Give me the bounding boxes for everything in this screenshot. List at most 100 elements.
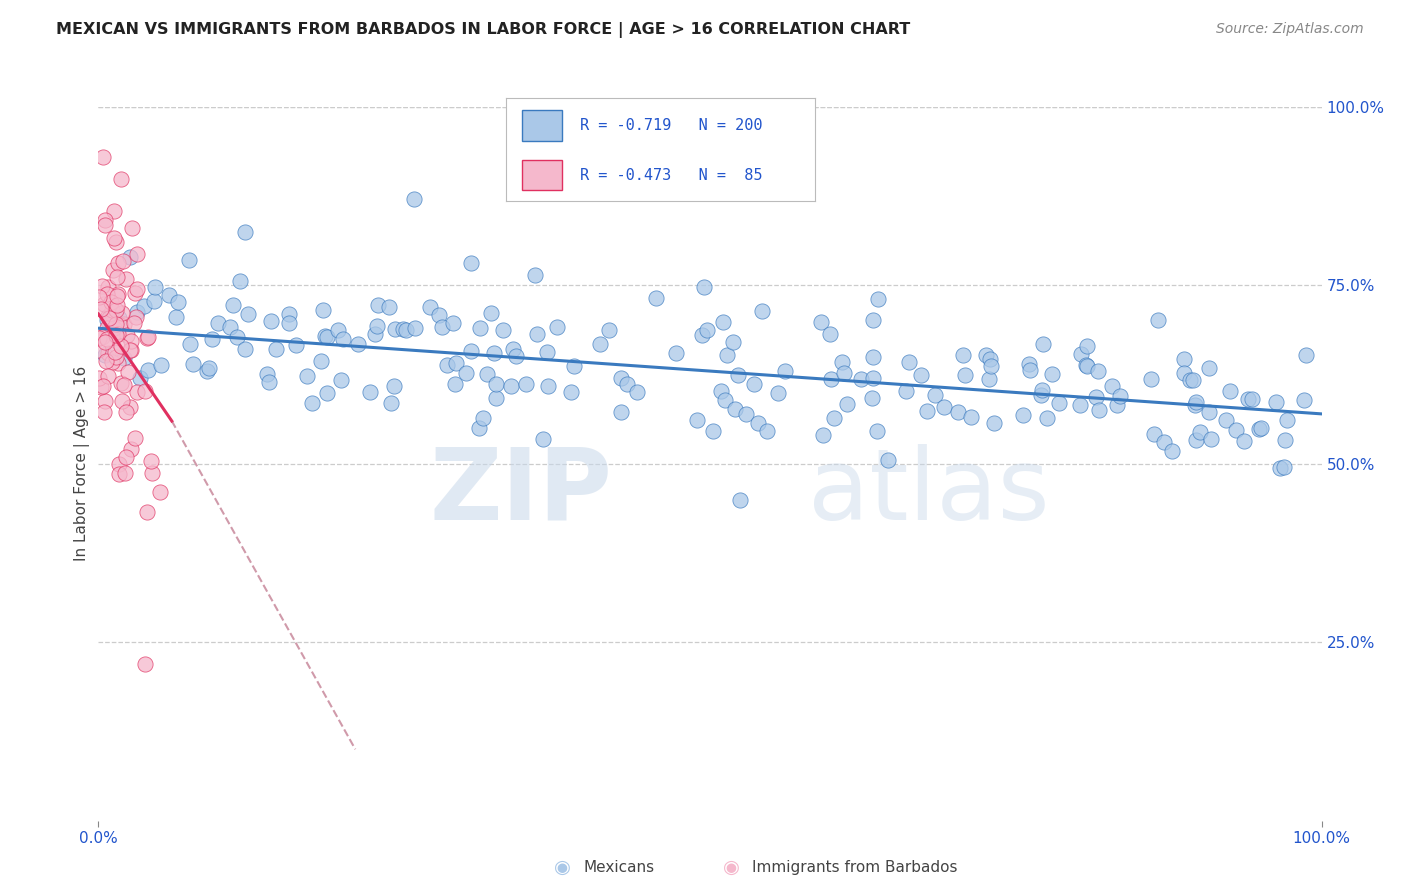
Text: ZIP: ZIP xyxy=(429,444,612,541)
Point xyxy=(89,290,111,304)
Point xyxy=(103,321,125,335)
Point xyxy=(107,356,129,370)
Point xyxy=(139,454,162,468)
Point xyxy=(1140,371,1163,385)
Point xyxy=(1185,395,1208,409)
Point xyxy=(149,484,172,499)
Point xyxy=(103,203,125,218)
Point xyxy=(105,317,128,331)
Point xyxy=(1295,348,1317,362)
Point xyxy=(328,323,350,337)
Text: R = -0.719   N = 200: R = -0.719 N = 200 xyxy=(581,119,763,133)
Point xyxy=(735,407,758,421)
Point xyxy=(1199,432,1222,446)
Point xyxy=(110,172,132,186)
Point xyxy=(132,299,155,313)
Point xyxy=(1040,367,1063,381)
Point xyxy=(1105,398,1128,412)
Point xyxy=(110,339,132,353)
Point xyxy=(301,395,323,409)
FancyBboxPatch shape xyxy=(522,111,562,141)
Point xyxy=(862,350,884,364)
Point xyxy=(560,385,582,400)
Point xyxy=(1088,403,1111,417)
Text: Mexicans: Mexicans xyxy=(583,860,655,874)
Point xyxy=(610,405,633,419)
Point xyxy=(94,218,117,232)
Point xyxy=(91,330,114,344)
Point xyxy=(93,405,115,419)
Point xyxy=(107,311,129,326)
Text: ◉: ◉ xyxy=(723,857,740,877)
Point xyxy=(105,288,128,302)
Point xyxy=(94,348,117,362)
Point xyxy=(104,328,127,343)
Point xyxy=(91,150,114,164)
Point xyxy=(125,305,148,319)
Point xyxy=(537,378,560,392)
Point xyxy=(114,466,136,480)
Point xyxy=(111,305,134,319)
Point xyxy=(122,316,145,330)
Point xyxy=(101,303,124,318)
Point xyxy=(1215,413,1237,427)
Point xyxy=(460,344,482,359)
Point xyxy=(136,505,159,519)
Point xyxy=(1084,390,1107,404)
Point xyxy=(97,311,120,326)
Point xyxy=(367,298,389,312)
Point xyxy=(1019,362,1042,376)
Point xyxy=(1225,423,1247,437)
Point xyxy=(1153,435,1175,450)
Point xyxy=(702,424,724,438)
Point xyxy=(115,272,138,286)
Point xyxy=(111,394,134,409)
Point xyxy=(756,424,779,438)
Point xyxy=(1074,358,1097,372)
Point xyxy=(502,342,524,356)
Point xyxy=(686,412,709,426)
Point xyxy=(96,287,118,301)
Point xyxy=(222,298,245,312)
Point xyxy=(860,391,883,405)
Point xyxy=(501,379,523,393)
Point xyxy=(1275,413,1298,427)
Point xyxy=(714,392,737,407)
Point xyxy=(1188,425,1211,439)
Point xyxy=(419,300,441,314)
Text: Source: ZipAtlas.com: Source: ZipAtlas.com xyxy=(1216,22,1364,37)
Point xyxy=(395,323,418,337)
Point xyxy=(818,326,841,341)
Point xyxy=(404,321,426,335)
Point xyxy=(742,377,765,392)
Point xyxy=(380,396,402,410)
Point xyxy=(347,337,370,351)
Point xyxy=(823,411,845,425)
Point xyxy=(868,292,890,306)
Point xyxy=(692,327,714,342)
Point xyxy=(177,253,200,268)
Point xyxy=(626,384,648,399)
Point xyxy=(1087,364,1109,378)
Point xyxy=(105,298,128,312)
Point xyxy=(747,417,769,431)
Point xyxy=(90,279,112,293)
Point xyxy=(589,336,612,351)
Point xyxy=(716,348,738,362)
Point xyxy=(100,315,122,329)
Point xyxy=(97,279,120,293)
Point xyxy=(314,328,336,343)
Point xyxy=(811,428,834,442)
Point xyxy=(1184,434,1206,448)
Point xyxy=(730,493,752,508)
Point xyxy=(924,388,946,402)
Point xyxy=(364,326,387,341)
Text: Immigrants from Barbados: Immigrants from Barbados xyxy=(752,860,957,874)
Point xyxy=(598,323,620,337)
Point xyxy=(91,379,114,393)
Point xyxy=(515,376,537,391)
Point xyxy=(107,287,129,301)
Point xyxy=(94,334,117,349)
Point xyxy=(141,467,163,481)
Point xyxy=(1274,459,1296,474)
